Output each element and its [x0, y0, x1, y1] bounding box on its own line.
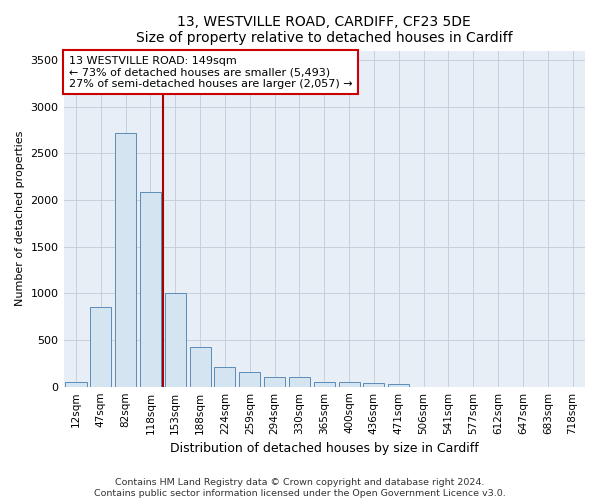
Bar: [239, 372, 260, 386]
Bar: [190, 346, 211, 387]
Bar: [314, 382, 335, 386]
Bar: [90, 308, 112, 386]
Bar: [338, 382, 359, 386]
X-axis label: Distribution of detached houses by size in Cardiff: Distribution of detached houses by size …: [170, 442, 479, 455]
Bar: [388, 384, 409, 386]
Bar: [264, 378, 285, 386]
Y-axis label: Number of detached properties: Number of detached properties: [15, 131, 25, 306]
Bar: [214, 367, 235, 386]
Bar: [289, 378, 310, 386]
Text: 13 WESTVILLE ROAD: 149sqm
← 73% of detached houses are smaller (5,493)
27% of se: 13 WESTVILLE ROAD: 149sqm ← 73% of detac…: [69, 56, 352, 89]
Bar: [165, 294, 186, 386]
Bar: [140, 192, 161, 386]
Bar: [65, 382, 86, 386]
Bar: [115, 132, 136, 386]
Text: Contains HM Land Registry data © Crown copyright and database right 2024.
Contai: Contains HM Land Registry data © Crown c…: [94, 478, 506, 498]
Title: 13, WESTVILLE ROAD, CARDIFF, CF23 5DE
Size of property relative to detached hous: 13, WESTVILLE ROAD, CARDIFF, CF23 5DE Si…: [136, 15, 512, 45]
Bar: [364, 384, 385, 386]
